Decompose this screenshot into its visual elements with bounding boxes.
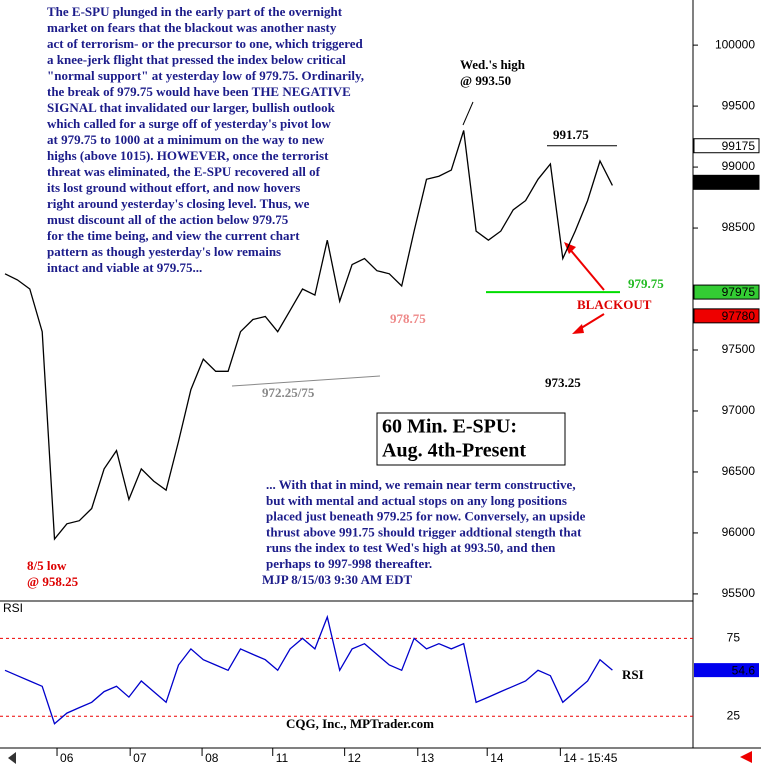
commentary-line: intact and viable at 979.75... <box>47 260 202 275</box>
y-tick-label: 97000 <box>722 403 756 417</box>
scroll-icon[interactable] <box>8 752 16 764</box>
y-tick-label: 96500 <box>722 464 756 478</box>
chart-title: 60 Min. E-SPU: <box>382 416 517 438</box>
commentary-line: highs (above 1015). HOWEVER, once the te… <box>47 148 329 163</box>
commentary-line: threat was eliminated, the E-SPU recover… <box>47 164 321 179</box>
x-tick-label: 12 <box>348 751 362 765</box>
x-tick-label: 14 - 15:45 <box>563 751 617 765</box>
commentary-line: must discount all of the action below 97… <box>47 212 289 227</box>
commentary-line: ... With that in mind, we remain near te… <box>266 477 576 492</box>
y-tick-label: 96000 <box>722 525 756 539</box>
chart-title: Aug. 4th-Present <box>382 440 526 462</box>
commentary-line: MJP 8/15/03 9:30 AM EDT <box>262 572 413 587</box>
arrow-head <box>572 324 584 334</box>
y-tick-label: 99000 <box>722 159 756 173</box>
commentary-line: "normal support" at yesterday low of 979… <box>47 68 364 83</box>
legend-label: RSI <box>622 667 644 682</box>
source: CQG, Inc., MPTrader.com <box>286 716 434 731</box>
y-tick-label: 98500 <box>722 220 756 234</box>
commentary-line: The E-SPU plunged in the early part of t… <box>47 4 343 19</box>
price-marker <box>693 308 760 324</box>
x-tick-label: 06 <box>60 751 74 765</box>
panel-title: RSI <box>3 601 23 615</box>
current-value-label: 54.6 <box>732 663 756 677</box>
y-tick-label: 100000 <box>715 37 755 51</box>
series-line <box>4 130 613 541</box>
y-tick-label: 95500 <box>722 586 756 600</box>
commentary-line: but with mental and actual stops on any … <box>266 493 567 508</box>
commentary-line: its lost ground without effort, and now … <box>47 180 300 195</box>
annotation: 991.75 <box>553 127 589 142</box>
commentary-line: thrust above 991.75 should trigger addti… <box>266 524 582 539</box>
price-marker <box>693 284 760 300</box>
x-tick-label: 13 <box>421 751 435 765</box>
title-box <box>376 412 566 466</box>
y-tick-label: 25 <box>727 708 741 722</box>
current-value-marker <box>694 663 759 678</box>
series-line <box>4 614 613 725</box>
commentary-line: for the time being, and view the current… <box>47 228 300 243</box>
pointer <box>462 101 474 126</box>
x-tick-label: 14 <box>490 751 504 765</box>
price-marker <box>693 138 760 154</box>
price-marker-label: 97780 <box>722 309 756 323</box>
annotation: 979.75 <box>628 276 664 291</box>
annotation: 8/5 low <box>27 558 67 573</box>
annotation: BLACKOUT <box>577 297 652 312</box>
commentary-line: act of terrorism- or the precursor to on… <box>47 36 364 51</box>
annotation: 978.75 <box>390 311 426 326</box>
annotation: @ 993.50 <box>460 73 511 88</box>
y-tick-label: 99500 <box>722 98 756 112</box>
price-marker-label: 99175 <box>722 139 756 153</box>
x-tick-label: 11 <box>276 751 289 765</box>
annotation: Wed.'s high <box>460 57 526 72</box>
commentary-line: market on fears that the blackout was an… <box>47 20 337 35</box>
y-tick-label: 75 <box>727 631 741 645</box>
support-line <box>231 375 381 387</box>
y-tick-label: 97500 <box>722 342 756 356</box>
annotation: 973.25 <box>545 375 581 390</box>
x-tick-label: 07 <box>133 751 147 765</box>
commentary-line: runs the index to test Wed's high at 993… <box>266 540 556 555</box>
commentary-line: the break of 979.75 would have been THE … <box>47 84 351 99</box>
price-marker-label: 97975 <box>722 285 756 299</box>
commentary-line: at 979.75 to 1000 at a minimum on the wa… <box>47 132 325 147</box>
commentary-line: right around yesterday's closing level. … <box>47 196 310 211</box>
price-marker <box>693 174 760 190</box>
annotation: 972.25/75 <box>262 385 315 400</box>
commentary-line: a knee-jerk flight that pressed the inde… <box>47 52 346 67</box>
arrow-head <box>564 242 576 254</box>
price-marker-label: 98875 <box>722 175 756 189</box>
commentary-line: SIGNAL that invalidated our larger, bull… <box>47 100 336 115</box>
commentary-line: which called for a surge off of yesterda… <box>47 116 332 131</box>
commentary-line: placed just beneath 979.25 for now. Conv… <box>266 509 586 524</box>
x-tick-label: 08 <box>205 751 219 765</box>
scroll-icon[interactable] <box>740 751 752 763</box>
commentary-line: pattern as though yesterday's low remain… <box>47 244 281 259</box>
arrow <box>567 246 605 291</box>
commentary-line: perhaps to 997-998 thereafter. <box>266 556 432 571</box>
annotation: @ 958.25 <box>27 574 79 589</box>
